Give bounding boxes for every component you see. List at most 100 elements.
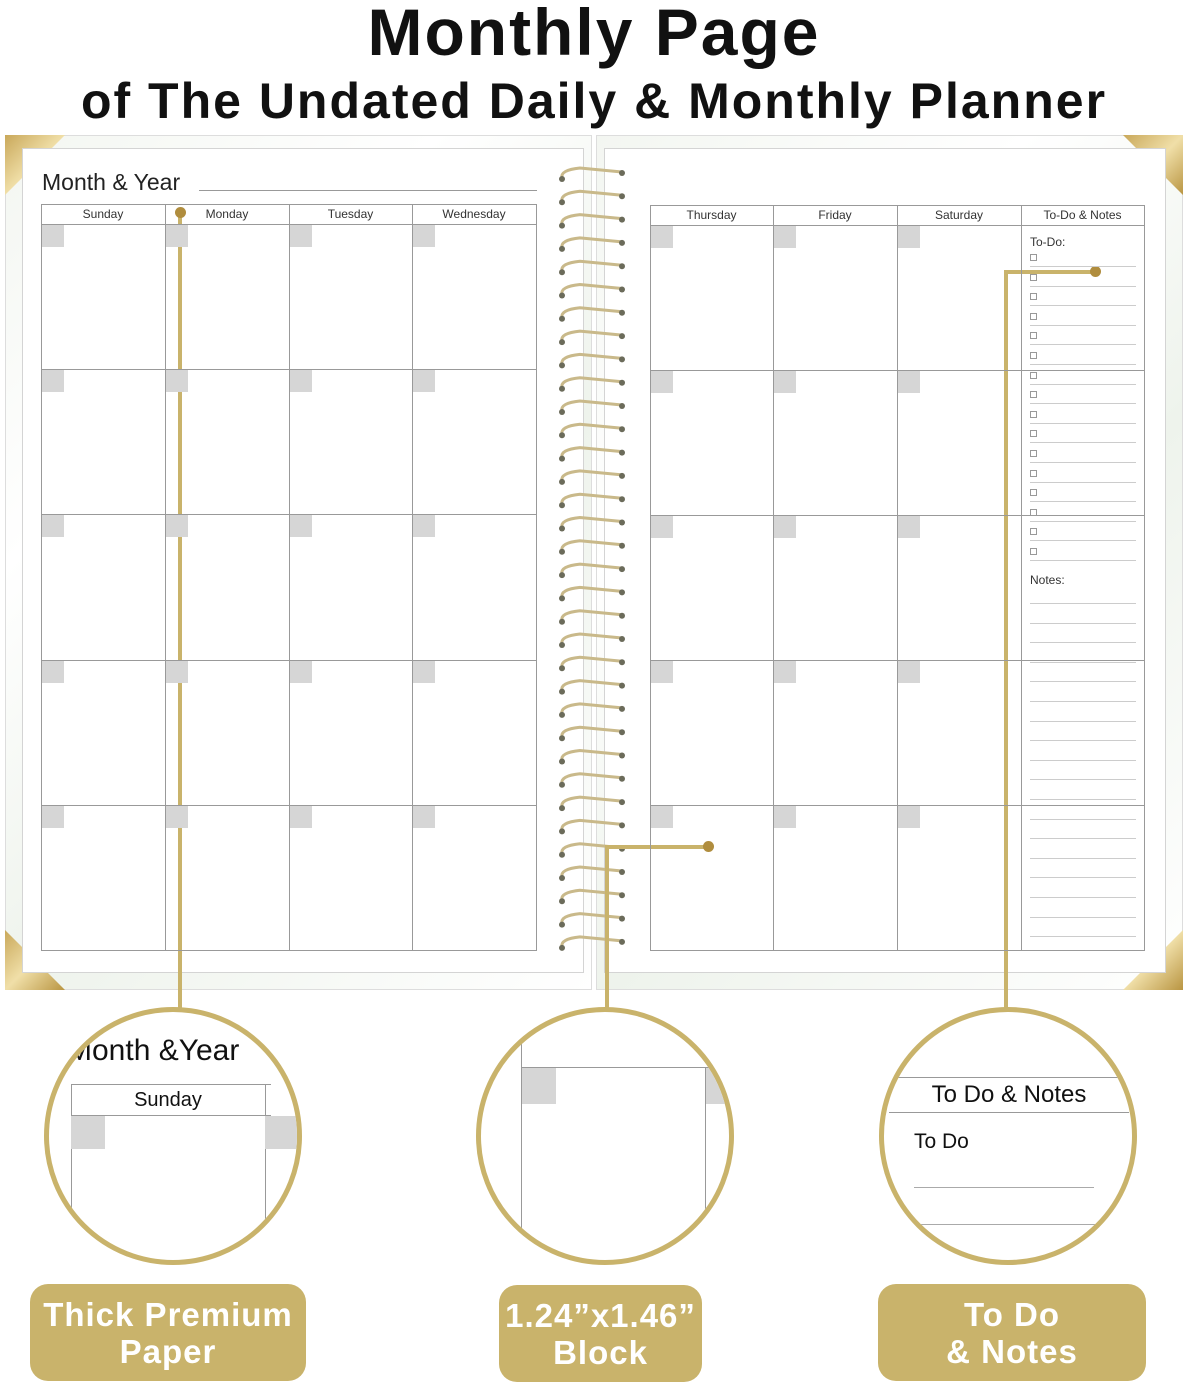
spiral-coil xyxy=(560,562,623,575)
todo-checkbox[interactable] xyxy=(1030,528,1037,536)
todo-line xyxy=(1030,324,1136,326)
date-box xyxy=(898,226,920,248)
spiral-coil-end xyxy=(559,805,565,812)
spiral-coil-end xyxy=(559,758,565,765)
spiral-coil xyxy=(560,748,623,761)
date-box xyxy=(290,225,312,247)
spiral-coil-end xyxy=(559,292,565,299)
date-box xyxy=(651,516,673,538)
date-box xyxy=(290,806,312,828)
spiral-coil-end xyxy=(559,409,565,415)
grid-row-line xyxy=(41,660,536,661)
connector-dot xyxy=(1090,266,1101,277)
spiral-coil-end xyxy=(619,286,625,293)
spiral-coil xyxy=(560,515,623,528)
zoom-circle-month-year: Month &Year Sunday xyxy=(44,1007,302,1265)
todo-checkbox[interactable] xyxy=(1030,508,1037,516)
notes-line xyxy=(1030,720,1136,722)
todo-line xyxy=(1030,540,1136,542)
spiral-coil xyxy=(560,818,623,831)
grid-row-line xyxy=(650,805,1144,806)
connector-line xyxy=(605,845,708,849)
spiral-coil-end xyxy=(559,269,565,276)
spiral-coil xyxy=(560,539,623,552)
spiral-coil-end xyxy=(619,938,625,945)
day-header: Wednesday xyxy=(442,207,506,221)
todo-checkbox[interactable] xyxy=(1030,352,1037,359)
todo-checkbox[interactable] xyxy=(1030,293,1037,301)
grid-row-line xyxy=(41,369,536,370)
spiral-coil xyxy=(560,585,623,598)
todo-line xyxy=(1030,560,1136,561)
spiral-coil-end xyxy=(559,245,565,252)
left-page: Month & Year xyxy=(22,148,584,973)
spiral-coil-end xyxy=(619,799,625,806)
todo-checkbox[interactable] xyxy=(1030,489,1037,497)
notes-line xyxy=(1030,603,1136,604)
badge-line: Block xyxy=(553,1333,648,1371)
todo-checkbox[interactable] xyxy=(1030,410,1037,418)
day-header: Thursday xyxy=(686,208,737,222)
notes-line xyxy=(1030,799,1136,800)
todo-checkbox[interactable] xyxy=(1030,312,1037,320)
date-box xyxy=(413,661,435,683)
day-header: Friday xyxy=(818,208,852,222)
todo-checkbox[interactable] xyxy=(1030,548,1037,555)
notes-label: Notes: xyxy=(1030,573,1065,587)
spiral-coil xyxy=(560,632,623,645)
todo-checkbox[interactable] xyxy=(1030,273,1037,281)
date-box xyxy=(774,806,796,828)
grid-row-line xyxy=(41,514,536,515)
spiral-coil xyxy=(560,236,623,249)
spiral-coil xyxy=(560,888,623,901)
grid-row-line xyxy=(1021,225,1144,226)
connector-dot xyxy=(175,207,186,218)
spiral-coil-end xyxy=(559,222,565,229)
spiral-coil-end xyxy=(559,875,565,881)
spiral-coil-end xyxy=(619,915,625,922)
spiral-coil xyxy=(560,655,623,668)
spiral-coil xyxy=(560,399,623,412)
todo-line xyxy=(1030,481,1136,483)
spiral-coil xyxy=(560,865,623,878)
connector-line xyxy=(178,212,182,1010)
badge-line: Thick Premium xyxy=(43,1295,293,1333)
spiral-coil xyxy=(560,422,623,435)
grid-row-line xyxy=(650,515,1144,516)
spiral-coil-end xyxy=(619,892,625,899)
todo-checkbox[interactable] xyxy=(1030,371,1037,379)
spiral-coil-end xyxy=(619,449,625,456)
todo-line xyxy=(1030,383,1136,385)
todo-checkbox[interactable] xyxy=(1030,254,1037,261)
zoom-circle-todo: To Do & Notes To Do xyxy=(879,1007,1137,1265)
spiral-coil-end xyxy=(559,502,565,509)
connector-dot xyxy=(703,841,714,852)
page-subtitle: of The Undated Daily & Monthly Planner xyxy=(80,73,1108,129)
date-box xyxy=(774,226,796,248)
grid-row-line xyxy=(650,370,1144,371)
spiral-coil-end xyxy=(619,519,625,526)
spiral-coil-end xyxy=(619,636,625,642)
date-box xyxy=(898,661,920,683)
spiral-coil xyxy=(560,446,623,458)
notes-line xyxy=(1030,818,1136,820)
todo-checkbox[interactable] xyxy=(1030,469,1037,477)
month-year-line xyxy=(199,190,537,191)
grid-row-line xyxy=(650,660,1144,661)
todo-checkbox[interactable] xyxy=(1030,430,1037,438)
connector-line xyxy=(1004,270,1008,1010)
todo-checkbox[interactable] xyxy=(1030,391,1037,399)
todo-checkbox[interactable] xyxy=(1030,332,1037,340)
spiral-coil xyxy=(560,772,623,785)
spiral-coil-end xyxy=(559,595,565,602)
todo-checkbox[interactable] xyxy=(1030,450,1037,457)
date-box xyxy=(166,661,188,683)
spiral-coil-end xyxy=(559,688,565,695)
date-box xyxy=(774,371,796,393)
day-header: Monday xyxy=(205,207,249,221)
spiral-coil-end xyxy=(559,618,565,625)
connector-line xyxy=(1004,270,1096,274)
spiral-coil-end xyxy=(619,589,625,596)
spiral-coil-end xyxy=(619,822,625,829)
spiral-coil-end xyxy=(619,263,625,270)
